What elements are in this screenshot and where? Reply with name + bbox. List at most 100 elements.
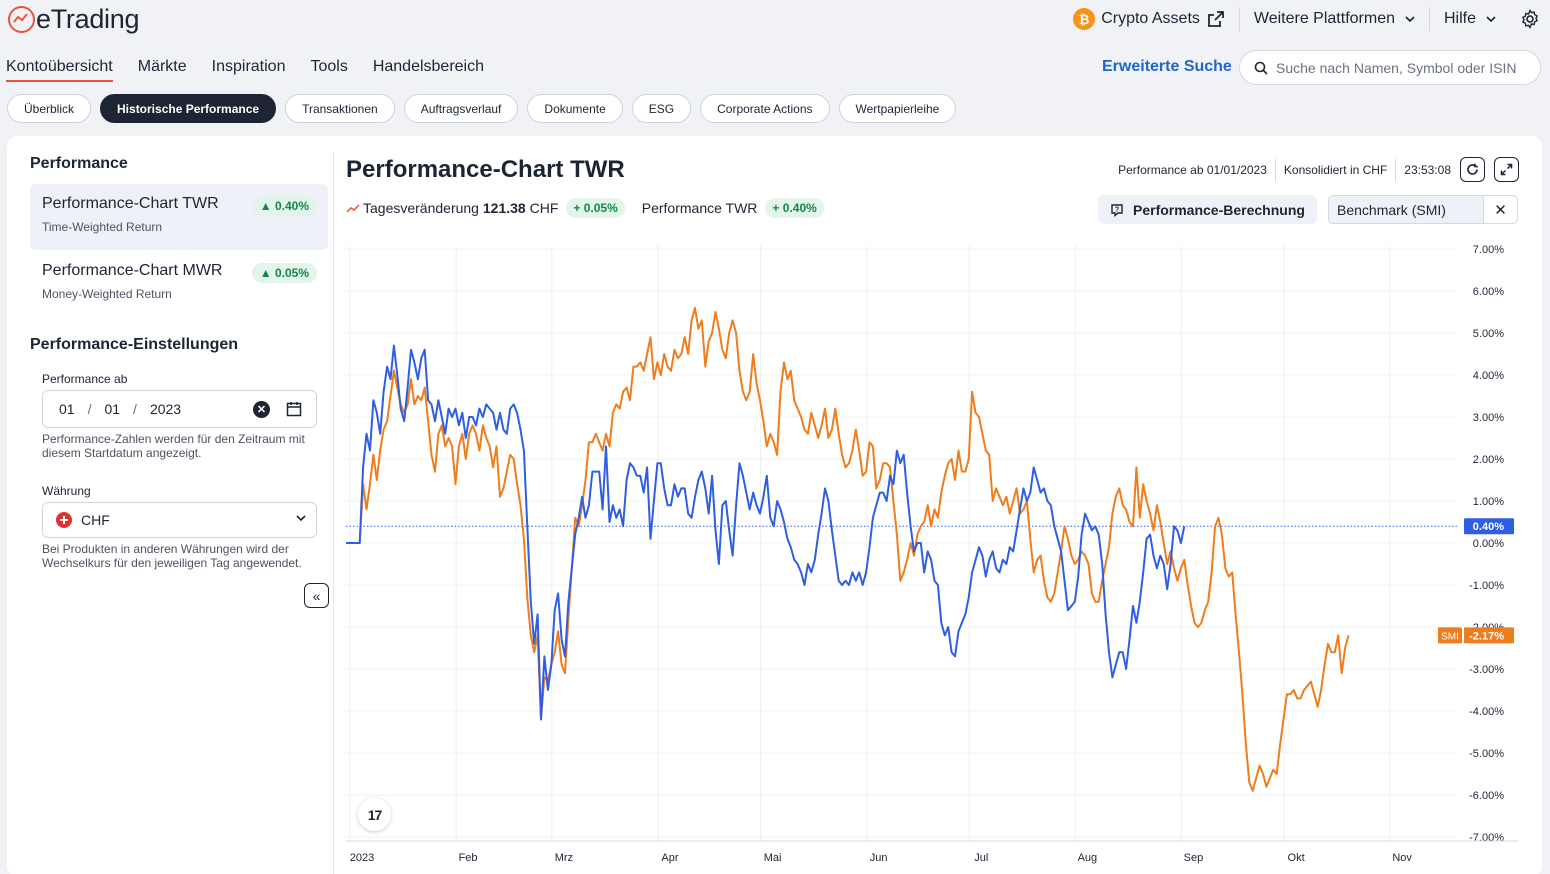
x-tick-label: Mrz <box>555 852 573 864</box>
y-tick-label: 5.00% <box>1473 328 1504 340</box>
external-link-icon <box>1207 11 1224 27</box>
daily-change-badge: + 0.05% <box>566 198 625 218</box>
y-tick-label: 2.00% <box>1473 454 1504 466</box>
help-dropdown[interactable]: Hilfe <box>1444 10 1496 28</box>
x-tick-label: Nov <box>1392 852 1412 864</box>
nav-item-maerkte[interactable]: Märkte <box>137 58 187 75</box>
top-bar: eTrading ₿ Crypto Assets Weitere Plattfo… <box>0 0 1550 40</box>
x-tick-label: Feb <box>459 852 478 864</box>
x-tick-label: Okt <box>1288 852 1305 864</box>
currency-hint: Bei Produkten in anderen Währungen wird … <box>42 542 302 570</box>
separator <box>1238 7 1240 31</box>
start-date-label: Performance ab <box>42 372 128 386</box>
tab-ueberblick[interactable]: Überblick <box>7 94 92 123</box>
series-end-label: 0.40% <box>1473 521 1504 533</box>
tradingview-logo[interactable]: 17 <box>358 798 391 831</box>
crypto-assets-label: Crypto Assets <box>1101 10 1200 27</box>
help-label: Hilfe <box>1443 10 1476 27</box>
change-badge: ▲ 0.05% <box>251 263 317 283</box>
svg-text:?: ? <box>1115 206 1119 213</box>
performance-calc-button[interactable]: ? Performance-Berechnung <box>1098 195 1317 224</box>
series-name-label: SMI <box>1441 631 1459 642</box>
y-tick-label: 7.00% <box>1473 245 1504 256</box>
main-nav: Kontoübersicht Märkte Inspiration Tools … <box>6 58 509 82</box>
sidebar-item-sub: Money-Weighted Return <box>42 287 172 301</box>
currency-value: CHF <box>81 512 110 528</box>
tab-wertpapierleihe[interactable]: Wertpapierleihe <box>838 94 957 123</box>
currency-select[interactable]: CHF <box>42 502 317 538</box>
nav-item-handelsbereich[interactable]: Handelsbereich <box>372 58 485 75</box>
start-date-field[interactable]: 01 / 01 / 2023 ✕ <box>42 390 317 428</box>
search-icon <box>1254 61 1268 75</box>
advanced-search-link[interactable]: Erweiterte Suche <box>1102 58 1232 75</box>
date-hint: Performance-Zahlen werden für den Zeitra… <box>42 432 305 460</box>
x-tick-label: Jul <box>974 852 988 864</box>
benchmark-label: Benchmark (SMI) <box>1337 201 1446 218</box>
currency-label: Währung <box>42 484 91 498</box>
search-input[interactable] <box>1276 59 1536 76</box>
perf-from-value: 01/01/2023 <box>1206 162 1267 177</box>
y-tick-label: -5.00% <box>1469 748 1504 760</box>
benchmark-chip[interactable]: Benchmark (SMI) ✕ <box>1328 195 1518 224</box>
search-box <box>1239 50 1541 85</box>
top-right-menu: ₿ Crypto Assets Weitere Plattformen Hilf… <box>1073 6 1540 32</box>
content-card: Performance Performance-Chart TWR Time-W… <box>7 136 1542 874</box>
sidebar-title: Performance <box>30 155 128 172</box>
date-month[interactable]: 01 <box>104 401 121 417</box>
help-circle-icon: ? <box>1111 203 1123 217</box>
panel-divider <box>333 151 334 874</box>
clear-icon[interactable]: ✕ <box>253 401 270 418</box>
daily-change-label: Tagesveränderung <box>363 200 479 216</box>
gear-icon[interactable] <box>1520 9 1540 29</box>
tab-corporate-actions[interactable]: Corporate Actions <box>700 94 830 123</box>
x-tick-label: Mai <box>764 852 782 864</box>
logo-icon <box>8 6 35 33</box>
crypto-assets-link[interactable]: ₿ Crypto Assets <box>1073 8 1225 30</box>
sidebar-item-mwr[interactable]: Performance-Chart MWR Money-Weighted Ret… <box>30 251 328 317</box>
y-tick-label: -4.00% <box>1469 706 1504 718</box>
nav-item-inspiration[interactable]: Inspiration <box>211 58 286 75</box>
tab-auftragsverlauf[interactable]: Auftragsverlauf <box>403 94 519 123</box>
calendar-icon[interactable] <box>286 401 302 417</box>
tab-dokumente[interactable]: Dokumente <box>527 94 623 123</box>
performance-chart[interactable]: 7.00% 6.00% 5.00% 4.00% 3.00% 2.00% 1.00% 0.00%… <box>346 245 1526 873</box>
sidebar-item-sub: Time-Weighted Return <box>42 220 163 234</box>
sidebar-item-twr[interactable]: Performance-Chart TWR Time-Weighted Retu… <box>30 184 328 250</box>
tab-historische-performance[interactable]: Historische Performance <box>100 94 277 123</box>
y-tick-label: 1.00% <box>1473 496 1504 508</box>
etrading-logo[interactable]: eTrading <box>8 4 139 35</box>
twr-label: Performance TWR <box>641 200 758 216</box>
timestamp: 23:53:08 <box>1404 162 1451 177</box>
logo-text: eTrading <box>36 4 140 34</box>
sidebar-item-name: Performance-Chart TWR <box>42 195 219 212</box>
x-tick-label: Apr <box>661 852 678 864</box>
y-tick-label: -1.00% <box>1469 580 1504 592</box>
x-tick-label: Jun <box>870 852 888 864</box>
platforms-dropdown[interactable]: Weitere Plattformen <box>1254 10 1415 28</box>
chevron-down-icon <box>1486 16 1496 22</box>
y-tick-label: -7.00% <box>1469 832 1504 844</box>
series-end-badge <box>1464 518 1514 535</box>
consolidated-label: Konsolidiert in CHF <box>1283 162 1388 177</box>
performance-sidebar: Performance Performance-Chart TWR Time-W… <box>7 136 334 874</box>
date-year[interactable]: 2023 <box>149 401 182 417</box>
y-tick-label: 0.00% <box>1473 538 1504 550</box>
sub-nav: Überblick Historische Performance Transa… <box>7 94 965 123</box>
series-line <box>346 344 1186 721</box>
remove-benchmark-icon[interactable]: ✕ <box>1483 196 1517 223</box>
refresh-button[interactable] <box>1460 157 1485 182</box>
nav-item-kontouebersicht[interactable]: Kontoübersicht <box>6 58 113 82</box>
twr-badge: + 0.40% <box>765 198 824 218</box>
y-tick-label: 4.00% <box>1473 370 1504 382</box>
nav-item-tools[interactable]: Tools <box>310 58 348 75</box>
swiss-flag-icon <box>56 512 72 528</box>
bitcoin-icon: ₿ <box>1073 8 1096 30</box>
tab-transaktionen[interactable]: Transaktionen <box>285 94 395 123</box>
perf-from-label: Performance ab <box>1118 162 1204 177</box>
y-tick-label: -3.00% <box>1469 664 1504 676</box>
chevron-down-icon <box>1405 16 1415 22</box>
collapse-sidebar-button[interactable]: « <box>304 583 329 608</box>
expand-button[interactable] <box>1494 157 1519 182</box>
date-day[interactable]: 01 <box>59 401 75 417</box>
tab-esg[interactable]: ESG <box>631 94 692 123</box>
